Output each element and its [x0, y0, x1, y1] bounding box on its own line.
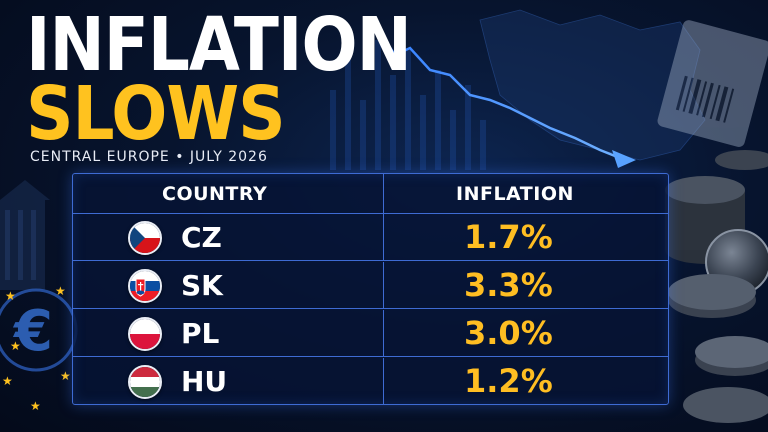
- svg-text:★: ★: [60, 369, 71, 383]
- background-bars: [330, 40, 486, 170]
- subtitle: CENTRAL EUROPE • JULY 2026: [30, 149, 268, 165]
- column-header-inflation: INFLATION: [456, 183, 574, 205]
- headline-line-1: INFLATION: [26, 1, 412, 89]
- country-code: SK: [181, 269, 223, 302]
- headline-line-2: SLOWS: [26, 70, 286, 157]
- svg-text:★: ★: [10, 339, 21, 353]
- svg-text:€: €: [12, 299, 53, 364]
- coin-stack-right: [665, 150, 768, 423]
- inflation-value: 3.0%: [464, 314, 553, 352]
- country-code: CZ: [181, 221, 222, 254]
- svg-text:★: ★: [2, 374, 13, 388]
- inflation-value: 3.3%: [464, 266, 553, 304]
- svg-text:★: ★: [55, 284, 66, 298]
- svg-text:★: ★: [30, 399, 41, 413]
- country-cell: CZ: [73, 214, 384, 260]
- trend-arrowhead: [612, 150, 636, 168]
- country-cell: HU: [73, 358, 384, 405]
- polish-flag-icon: [128, 317, 162, 351]
- svg-text:★: ★: [5, 289, 16, 303]
- country-code: HU: [181, 365, 228, 398]
- eu-stars: ★ ★ ★ ★ ★ ★: [2, 284, 71, 413]
- inflation-value: 1.2%: [464, 362, 553, 400]
- header-cell-country: COUNTRY: [73, 174, 384, 213]
- table-header-row: COUNTRY INFLATION: [73, 174, 668, 214]
- country-cell: SK: [73, 262, 384, 308]
- country-code: PL: [181, 317, 220, 350]
- table-row: SK 3.3%: [73, 262, 668, 309]
- inflation-cell: 3.3%: [384, 262, 668, 308]
- table-row: PL 3.0%: [73, 310, 668, 357]
- header-cell-inflation: INFLATION: [384, 174, 668, 213]
- inflation-table: COUNTRY INFLATION CZ 1.7%: [72, 173, 669, 405]
- hungarian-flag-icon: [128, 365, 162, 399]
- trend-line: [370, 19, 621, 160]
- building-left: [0, 180, 50, 290]
- country-cell: PL: [73, 310, 384, 356]
- table-row: HU 1.2%: [73, 358, 668, 405]
- inflation-cell: 3.0%: [384, 310, 668, 356]
- table-row: CZ 1.7%: [73, 214, 668, 261]
- slovak-flag-icon: [128, 269, 162, 303]
- headline: INFLATION SLOWS: [26, 1, 412, 150]
- inflation-cell: 1.7%: [384, 214, 668, 260]
- price-tag: [657, 20, 768, 147]
- czech-flag-icon: [128, 221, 162, 255]
- inflation-value: 1.7%: [464, 218, 553, 256]
- inflation-cell: 1.2%: [384, 358, 668, 405]
- column-header-country: COUNTRY: [162, 183, 268, 205]
